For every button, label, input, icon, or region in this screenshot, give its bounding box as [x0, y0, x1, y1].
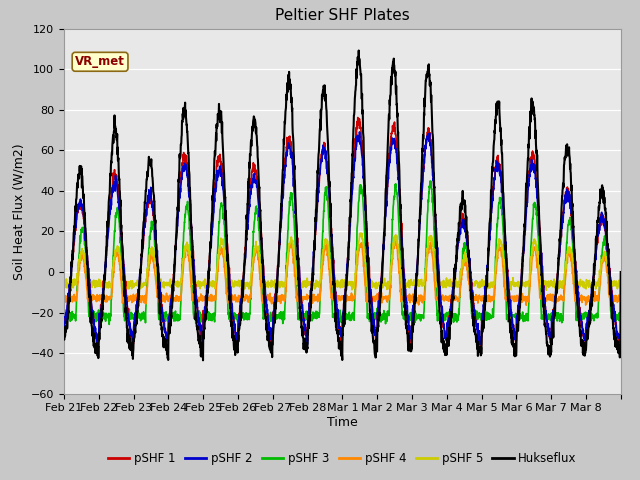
- Line: pSHF 1: pSHF 1: [64, 118, 621, 350]
- pSHF 1: [616, 348, 623, 353]
- Hukseflux: [617, 269, 625, 275]
- Line: pSHF 3: pSHF 3: [64, 181, 621, 325]
- pSHF 3: [426, 178, 434, 184]
- X-axis label: Time: Time: [327, 416, 358, 429]
- pSHF 4: [60, 292, 68, 298]
- pSHF 4: [287, 239, 294, 244]
- pSHF 1: [60, 325, 68, 331]
- pSHF 5: [236, 280, 244, 286]
- pSHF 5: [609, 281, 617, 287]
- Y-axis label: Soil Heat Flux (W/m2): Soil Heat Flux (W/m2): [12, 143, 25, 279]
- Hukseflux: [116, 187, 124, 193]
- Hukseflux: [511, 353, 518, 359]
- pSHF 4: [617, 269, 625, 275]
- pSHF 1: [617, 269, 625, 275]
- pSHF 5: [542, 281, 550, 287]
- pSHF 2: [542, 308, 550, 313]
- pSHF 4: [510, 299, 518, 304]
- pSHF 2: [356, 129, 364, 135]
- pSHF 2: [617, 269, 625, 275]
- pSHF 4: [542, 297, 550, 302]
- pSHF 3: [617, 269, 625, 275]
- Hukseflux: [236, 322, 244, 328]
- pSHF 1: [116, 196, 124, 202]
- pSHF 3: [511, 314, 518, 320]
- pSHF 4: [522, 302, 530, 308]
- pSHF 4: [609, 297, 617, 302]
- pSHF 3: [609, 313, 617, 319]
- Hukseflux: [355, 48, 362, 53]
- pSHF 2: [609, 310, 617, 316]
- pSHF 2: [60, 331, 68, 336]
- pSHF 3: [236, 323, 243, 328]
- Hukseflux: [376, 296, 384, 301]
- pSHF 1: [354, 115, 362, 120]
- pSHF 5: [356, 230, 364, 236]
- Line: Hukseflux: Hukseflux: [64, 50, 621, 360]
- pSHF 2: [116, 213, 124, 219]
- Hukseflux: [609, 325, 617, 331]
- pSHF 3: [60, 312, 68, 317]
- pSHF 2: [236, 303, 244, 309]
- pSHF 1: [376, 292, 384, 298]
- pSHF 5: [511, 280, 518, 286]
- pSHF 3: [542, 314, 550, 320]
- pSHF 1: [236, 305, 244, 311]
- pSHF 1: [609, 305, 617, 311]
- pSHF 2: [376, 290, 384, 296]
- pSHF 4: [376, 295, 384, 300]
- pSHF 3: [116, 227, 124, 232]
- pSHF 5: [376, 279, 384, 285]
- Hukseflux: [60, 336, 68, 341]
- Hukseflux: [199, 358, 207, 363]
- pSHF 5: [617, 269, 625, 275]
- Line: pSHF 5: pSHF 5: [64, 233, 621, 290]
- Title: Peltier SHF Plates: Peltier SHF Plates: [275, 9, 410, 24]
- Hukseflux: [542, 328, 550, 334]
- pSHF 1: [542, 312, 550, 318]
- Line: pSHF 2: pSHF 2: [64, 132, 621, 350]
- pSHF 5: [116, 253, 124, 259]
- Text: VR_met: VR_met: [75, 55, 125, 68]
- pSHF 5: [99, 288, 106, 293]
- pSHF 3: [376, 315, 384, 321]
- pSHF 2: [511, 335, 518, 340]
- Line: pSHF 4: pSHF 4: [64, 241, 621, 305]
- pSHF 5: [60, 282, 68, 288]
- pSHF 1: [510, 333, 518, 338]
- Legend: pSHF 1, pSHF 2, pSHF 3, pSHF 4, pSHF 5, Hukseflux: pSHF 1, pSHF 2, pSHF 3, pSHF 4, pSHF 5, …: [103, 447, 582, 469]
- pSHF 4: [236, 293, 244, 299]
- pSHF 3: [236, 316, 244, 322]
- pSHF 4: [116, 262, 124, 267]
- pSHF 2: [94, 347, 102, 353]
